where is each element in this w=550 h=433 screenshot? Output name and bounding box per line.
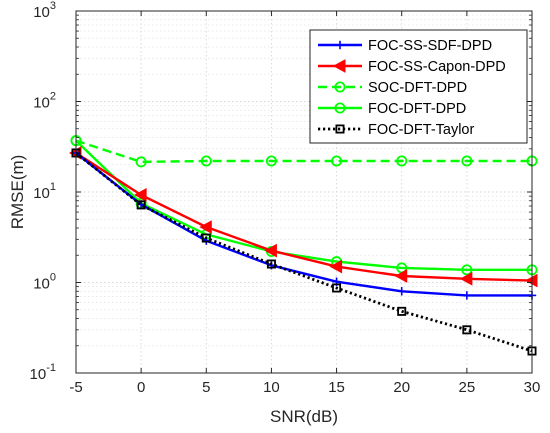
data-point-soc-dft-dpd bbox=[135, 156, 147, 168]
y-axis-title: RMSE(m) bbox=[8, 155, 27, 230]
series-line-foc-dft-dpd bbox=[75, 139, 532, 271]
data-point-foc-dft-taylor bbox=[201, 233, 211, 243]
x-axis-title: SNR(dB) bbox=[270, 407, 338, 426]
y-tick-label: 102 bbox=[33, 91, 56, 112]
series-line-foc-dft-taylor bbox=[75, 151, 533, 353]
x-tick-label: 30 bbox=[524, 379, 541, 396]
data-point-foc-dft-taylor bbox=[266, 259, 276, 269]
y-tick-label: 100 bbox=[33, 272, 56, 293]
data-point-foc-dft-taylor bbox=[332, 283, 342, 293]
legend-marker-soc-dft-dpd bbox=[334, 81, 346, 93]
y-tick-label: 101 bbox=[33, 181, 56, 202]
legend-marker-foc-dft-taylor bbox=[335, 124, 345, 134]
grid bbox=[75, 10, 533, 374]
legend: FOC-SS-SDF-DPD FOC-SS-Capon-DPD SOC-DFT-DP… bbox=[309, 29, 528, 144]
data-point-foc-ss-capon-dpd bbox=[394, 269, 408, 283]
y-tick-label: 10-1 bbox=[30, 362, 56, 383]
legend-label-foc-dft-taylor: FOC-DFT-Taylor bbox=[368, 122, 475, 138]
x-tick-label: 10 bbox=[263, 379, 280, 396]
series-line-foc-ss-capon-dpd bbox=[75, 151, 533, 282]
legend-marker-foc-dft-dpd bbox=[334, 102, 346, 114]
data-point-soc-dft-dpd bbox=[265, 155, 277, 167]
legend-label-soc-dft-dpd: SOC-DFT-DPD bbox=[368, 80, 467, 96]
series-group bbox=[68, 135, 538, 356]
x-tick-label: 5 bbox=[202, 379, 210, 396]
series-foc-dft-taylor bbox=[71, 148, 537, 356]
series-line-soc-dft-dpd bbox=[75, 139, 532, 164]
data-point-soc-dft-dpd bbox=[331, 155, 343, 167]
data-point-foc-ss-capon-dpd bbox=[329, 259, 343, 274]
data-point-foc-dft-dpd bbox=[461, 264, 473, 276]
legend-label-foc-dft-dpd: FOC-DFT-DPD bbox=[368, 101, 466, 117]
x-tick-label: 0 bbox=[137, 379, 145, 396]
data-point-soc-dft-dpd bbox=[200, 155, 212, 167]
data-point-foc-ss-sdf-dpd bbox=[462, 291, 472, 300]
data-point-foc-dft-taylor bbox=[462, 325, 472, 335]
data-point-foc-ss-sdf-dpd bbox=[397, 287, 406, 296]
data-point-foc-dft-taylor bbox=[136, 200, 146, 210]
tick-group: -5 0 5 10 15 20 25 30 10-1 100 101 102 103 bbox=[30, 0, 541, 396]
data-point-foc-ss-capon-dpd bbox=[459, 271, 473, 286]
x-tick-label: 15 bbox=[328, 379, 345, 396]
data-point-foc-ss-capon-dpd bbox=[264, 243, 277, 258]
legend-marker-foc-ss-sdf-dpd bbox=[335, 40, 345, 50]
legend-label-foc-ss-sdf-dpd: FOC-SS-SDF-DPD bbox=[368, 38, 492, 54]
data-point-foc-ss-capon-dpd bbox=[134, 188, 147, 202]
data-point-foc-dft-taylor bbox=[397, 306, 407, 316]
data-point-soc-dft-dpd bbox=[461, 155, 473, 167]
data-point-soc-dft-dpd bbox=[396, 155, 408, 167]
x-tick-label: 25 bbox=[459, 379, 476, 396]
y-tick-label: 103 bbox=[33, 0, 56, 21]
data-point-foc-ss-capon-dpd bbox=[199, 220, 212, 234]
legend-marker-foc-ss-capon-dpd bbox=[332, 59, 346, 73]
legend-label-foc-ss-capon-dpd: FOC-SS-Capon-DPD bbox=[368, 59, 506, 75]
x-tick-label: 20 bbox=[393, 379, 410, 396]
x-tick-label: -5 bbox=[69, 379, 82, 396]
